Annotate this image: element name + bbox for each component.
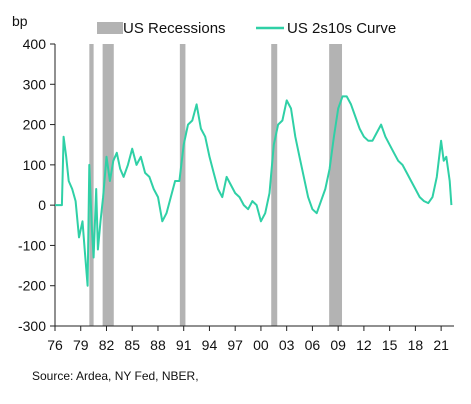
x-tick-label: 00: [253, 337, 269, 353]
x-tick-label: 91: [176, 337, 192, 353]
recession-bar: [271, 44, 278, 326]
recession-bars: [89, 44, 343, 326]
legend-label-recessions: US Recessions: [123, 20, 226, 37]
y-unit-label: bp: [12, 13, 28, 29]
x-tick-label: 97: [227, 337, 243, 353]
recession-bar: [329, 44, 343, 326]
x-tick-label: 79: [73, 337, 89, 353]
y-tick-label: 100: [23, 157, 47, 173]
x-tick-label: 21: [433, 337, 449, 353]
x-tick-label: 09: [330, 337, 346, 353]
y-tick-label: 400: [23, 36, 47, 52]
x-tick-label: 88: [150, 337, 166, 353]
source-note: Source: Ardea, NY Fed, NBER,: [32, 369, 199, 383]
legend-label-curve: US 2s10s Curve: [287, 20, 396, 37]
recession-bar: [102, 44, 114, 326]
x-tick-label: 94: [202, 337, 218, 353]
y-tick-label: -200: [18, 278, 46, 294]
x-tick-label: 12: [356, 337, 372, 353]
x-tick-label: 82: [99, 337, 115, 353]
x-tick-label: 15: [382, 337, 398, 353]
y-tick-label: 0: [38, 197, 46, 213]
y-tick-label: 200: [23, 117, 47, 133]
y-tick-label: -300: [18, 318, 46, 334]
x-tick-label: 18: [408, 337, 424, 353]
x-tick-label: 03: [279, 337, 295, 353]
y-tick-label: 300: [23, 76, 47, 92]
legend-swatch-recessions: [97, 22, 123, 34]
x-tick-label: 76: [47, 337, 63, 353]
y-ticks: -300 -200 -100 0 100 200 300 400: [18, 36, 55, 334]
x-tick-label: 85: [124, 337, 140, 353]
y-tick-label: -100: [18, 237, 46, 253]
recession-bar: [89, 44, 94, 326]
x-tick-label: 06: [305, 337, 321, 353]
legend: US Recessions US 2s10s Curve: [97, 20, 396, 37]
x-ticks: 76 79 82 85 88 91 94 97 00 03 06 09 12 15 18 21: [47, 326, 449, 353]
recession-bar: [179, 44, 186, 326]
series-line-us-2s10s: [55, 95, 453, 287]
